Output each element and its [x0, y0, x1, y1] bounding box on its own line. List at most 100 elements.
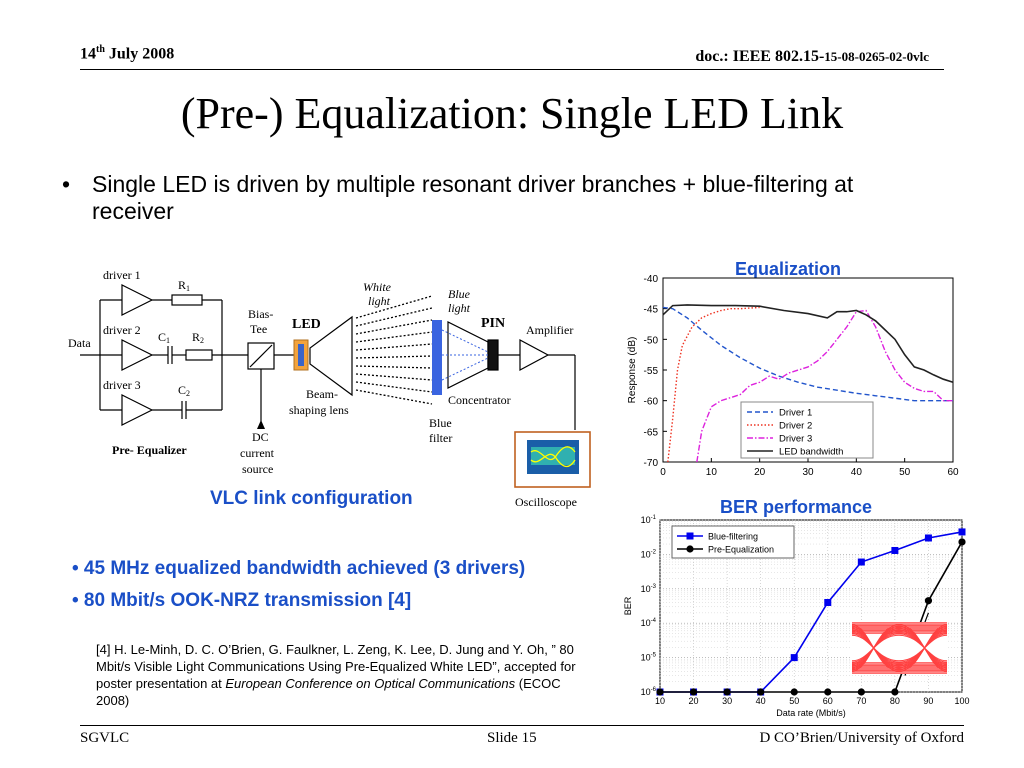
y-tick-label: -55 [644, 366, 659, 377]
x-tick-label: 10 [706, 467, 718, 478]
data-point-blue-filtering [790, 654, 798, 662]
legend-label: LED bandwidth [779, 447, 843, 458]
series-line-driver-2 [667, 306, 760, 463]
data-point-blue-filtering [824, 598, 832, 606]
x-tick-label: 70 [856, 696, 866, 706]
legend-label: Driver 2 [779, 421, 812, 432]
data-point-blue-filtering [857, 558, 865, 566]
bias-tee-label-1: Bias- [248, 307, 273, 321]
legend-label: Driver 3 [779, 434, 812, 445]
header-date: 14th July 2008 [80, 44, 175, 63]
legend-label: Driver 1 [779, 408, 812, 419]
footer-divider [80, 725, 964, 726]
bias-tee-label-2: Tee [250, 322, 267, 336]
pin-label: PIN [481, 316, 505, 331]
legend-marker [686, 545, 694, 553]
ber-caption: BER performance [720, 497, 873, 517]
equalization-chart: 0102030405060-40-45-50-55-60-65-70Freque… [627, 274, 959, 478]
driver3-label: driver 3 [103, 378, 141, 392]
y-tick-label: -50 [644, 335, 659, 346]
beam-lens-label-2: shaping lens [289, 403, 349, 417]
white-light-label-1: White [363, 280, 392, 294]
x-tick-label: 30 [802, 467, 814, 478]
legend: Blue-filtering Pre-Equalization [671, 525, 795, 559]
r1-label: R1 [178, 278, 190, 293]
data-point-pre-equalization [757, 688, 765, 696]
series-line-driver-1 [662, 306, 953, 402]
y-tick-label: 10-2 [641, 549, 657, 559]
driver1-label: driver 1 [103, 268, 141, 282]
bullet-text: Single LED is driven by multiple resonan… [92, 171, 854, 224]
dc-source-label-2: current [240, 446, 275, 460]
y-tick-label: 10-6 [641, 687, 657, 697]
footer-left: SGVLC [80, 730, 130, 746]
vlc-link-diagram: driver 1 driver 2 driver 3 Data R1 C1 R2… [68, 268, 591, 509]
x-tick-label: 90 [923, 696, 933, 706]
y-tick-label: -45 [644, 305, 659, 316]
dc-source-label-3: source [242, 462, 273, 476]
x-tick-label: 60 [823, 696, 833, 706]
header-doc-id: doc.: IEEE 802.15-15-08-0265-02-0vlc [695, 48, 929, 65]
data-point-pre-equalization [723, 688, 731, 696]
eye-diagram-inset [852, 622, 947, 674]
c1-label: C1 [158, 330, 170, 345]
led-label: LED [292, 317, 321, 332]
data-point-pre-equalization [924, 597, 933, 605]
beam-lens-label-1: Beam- [306, 387, 338, 401]
series-line-driver-3 [696, 309, 953, 463]
x-tick-label: 40 [851, 467, 863, 478]
x-tick-label: 50 [789, 696, 799, 706]
dc-source-label-1: DC [252, 430, 269, 444]
data-point-pre-equalization [958, 538, 966, 546]
data-point-blue-filtering [891, 546, 899, 554]
x-tick-label: 100 [954, 696, 969, 706]
blue-filter-label-1: Blue [429, 416, 452, 430]
amplifier-label: Amplifier [526, 323, 573, 337]
ber-chart: 10 20 30 40 50 60 70 80 90 100 10-1 10-2 10-3 10-4 10-… [623, 515, 970, 718]
blue-light-label-1: Blue [448, 287, 471, 301]
blue-filter-label-2: filter [429, 431, 452, 445]
x-tick-label: 60 [947, 467, 959, 478]
slide-title: (Pre-) Equalization: Single LED Link [180, 89, 844, 138]
equalization-caption: Equalization [735, 259, 842, 279]
result-point-1: • 45 MHz equalized bandwidth achieved (3… [72, 558, 526, 579]
x-tick-label: 50 [899, 467, 911, 478]
x-axis-label: Data rate (Mbit/s) [776, 708, 846, 718]
y-tick-label: 10-4 [641, 618, 657, 628]
vlc-caption: VLC link configuration [210, 488, 413, 509]
concentrator-label: Concentrator [448, 393, 511, 407]
series-line-led-bandwidth [662, 304, 954, 384]
bullet-marker: • [62, 171, 71, 197]
x-tick-label: 20 [689, 696, 699, 706]
y-tick-label: -65 [644, 427, 659, 438]
legend-label: Pre-Equalization [708, 545, 774, 555]
y-tick-label: 10-5 [641, 653, 657, 663]
r2-label: R2 [192, 330, 204, 345]
white-light-label-2: light [368, 294, 391, 308]
x-tick-label: 80 [890, 696, 900, 706]
driver2-label: driver 2 [103, 323, 141, 337]
data-point-blue-filtering [958, 528, 966, 536]
x-tick-label: 40 [756, 696, 766, 706]
legend: Driver 1 Driver 2 Driver 3 LED bandwidth [740, 401, 874, 459]
y-tick-label: 10-3 [641, 584, 657, 594]
x-tick-label: 30 [722, 696, 732, 706]
blue-light-label-2: light [448, 301, 471, 315]
reference-text: [4] H. Le-Minh, D. C. O’Brien, G. Faulkn… [96, 642, 576, 708]
x-tick-label: 0 [660, 467, 666, 478]
data-point-pre-equalization [656, 688, 664, 696]
x-tick-label: 10 [655, 696, 665, 706]
data-point-pre-equalization [790, 688, 798, 696]
data-point-pre-equalization [857, 688, 865, 696]
data-point-blue-filtering [924, 534, 932, 542]
pre-equalizer-label: Pre- Equalizer [112, 443, 187, 457]
x-tick-label: 20 [754, 467, 766, 478]
c2-label: C2 [178, 383, 190, 398]
y-axis-label: Response (dB) [627, 337, 638, 404]
y-tick-label: -40 [644, 274, 659, 285]
y-axis-label: BER [623, 596, 633, 615]
header-divider [80, 69, 944, 70]
footer-author: D CO’Brien/University of Oxford [759, 730, 964, 746]
y-tick-label: -60 [644, 397, 659, 408]
data-point-pre-equalization [891, 688, 899, 696]
